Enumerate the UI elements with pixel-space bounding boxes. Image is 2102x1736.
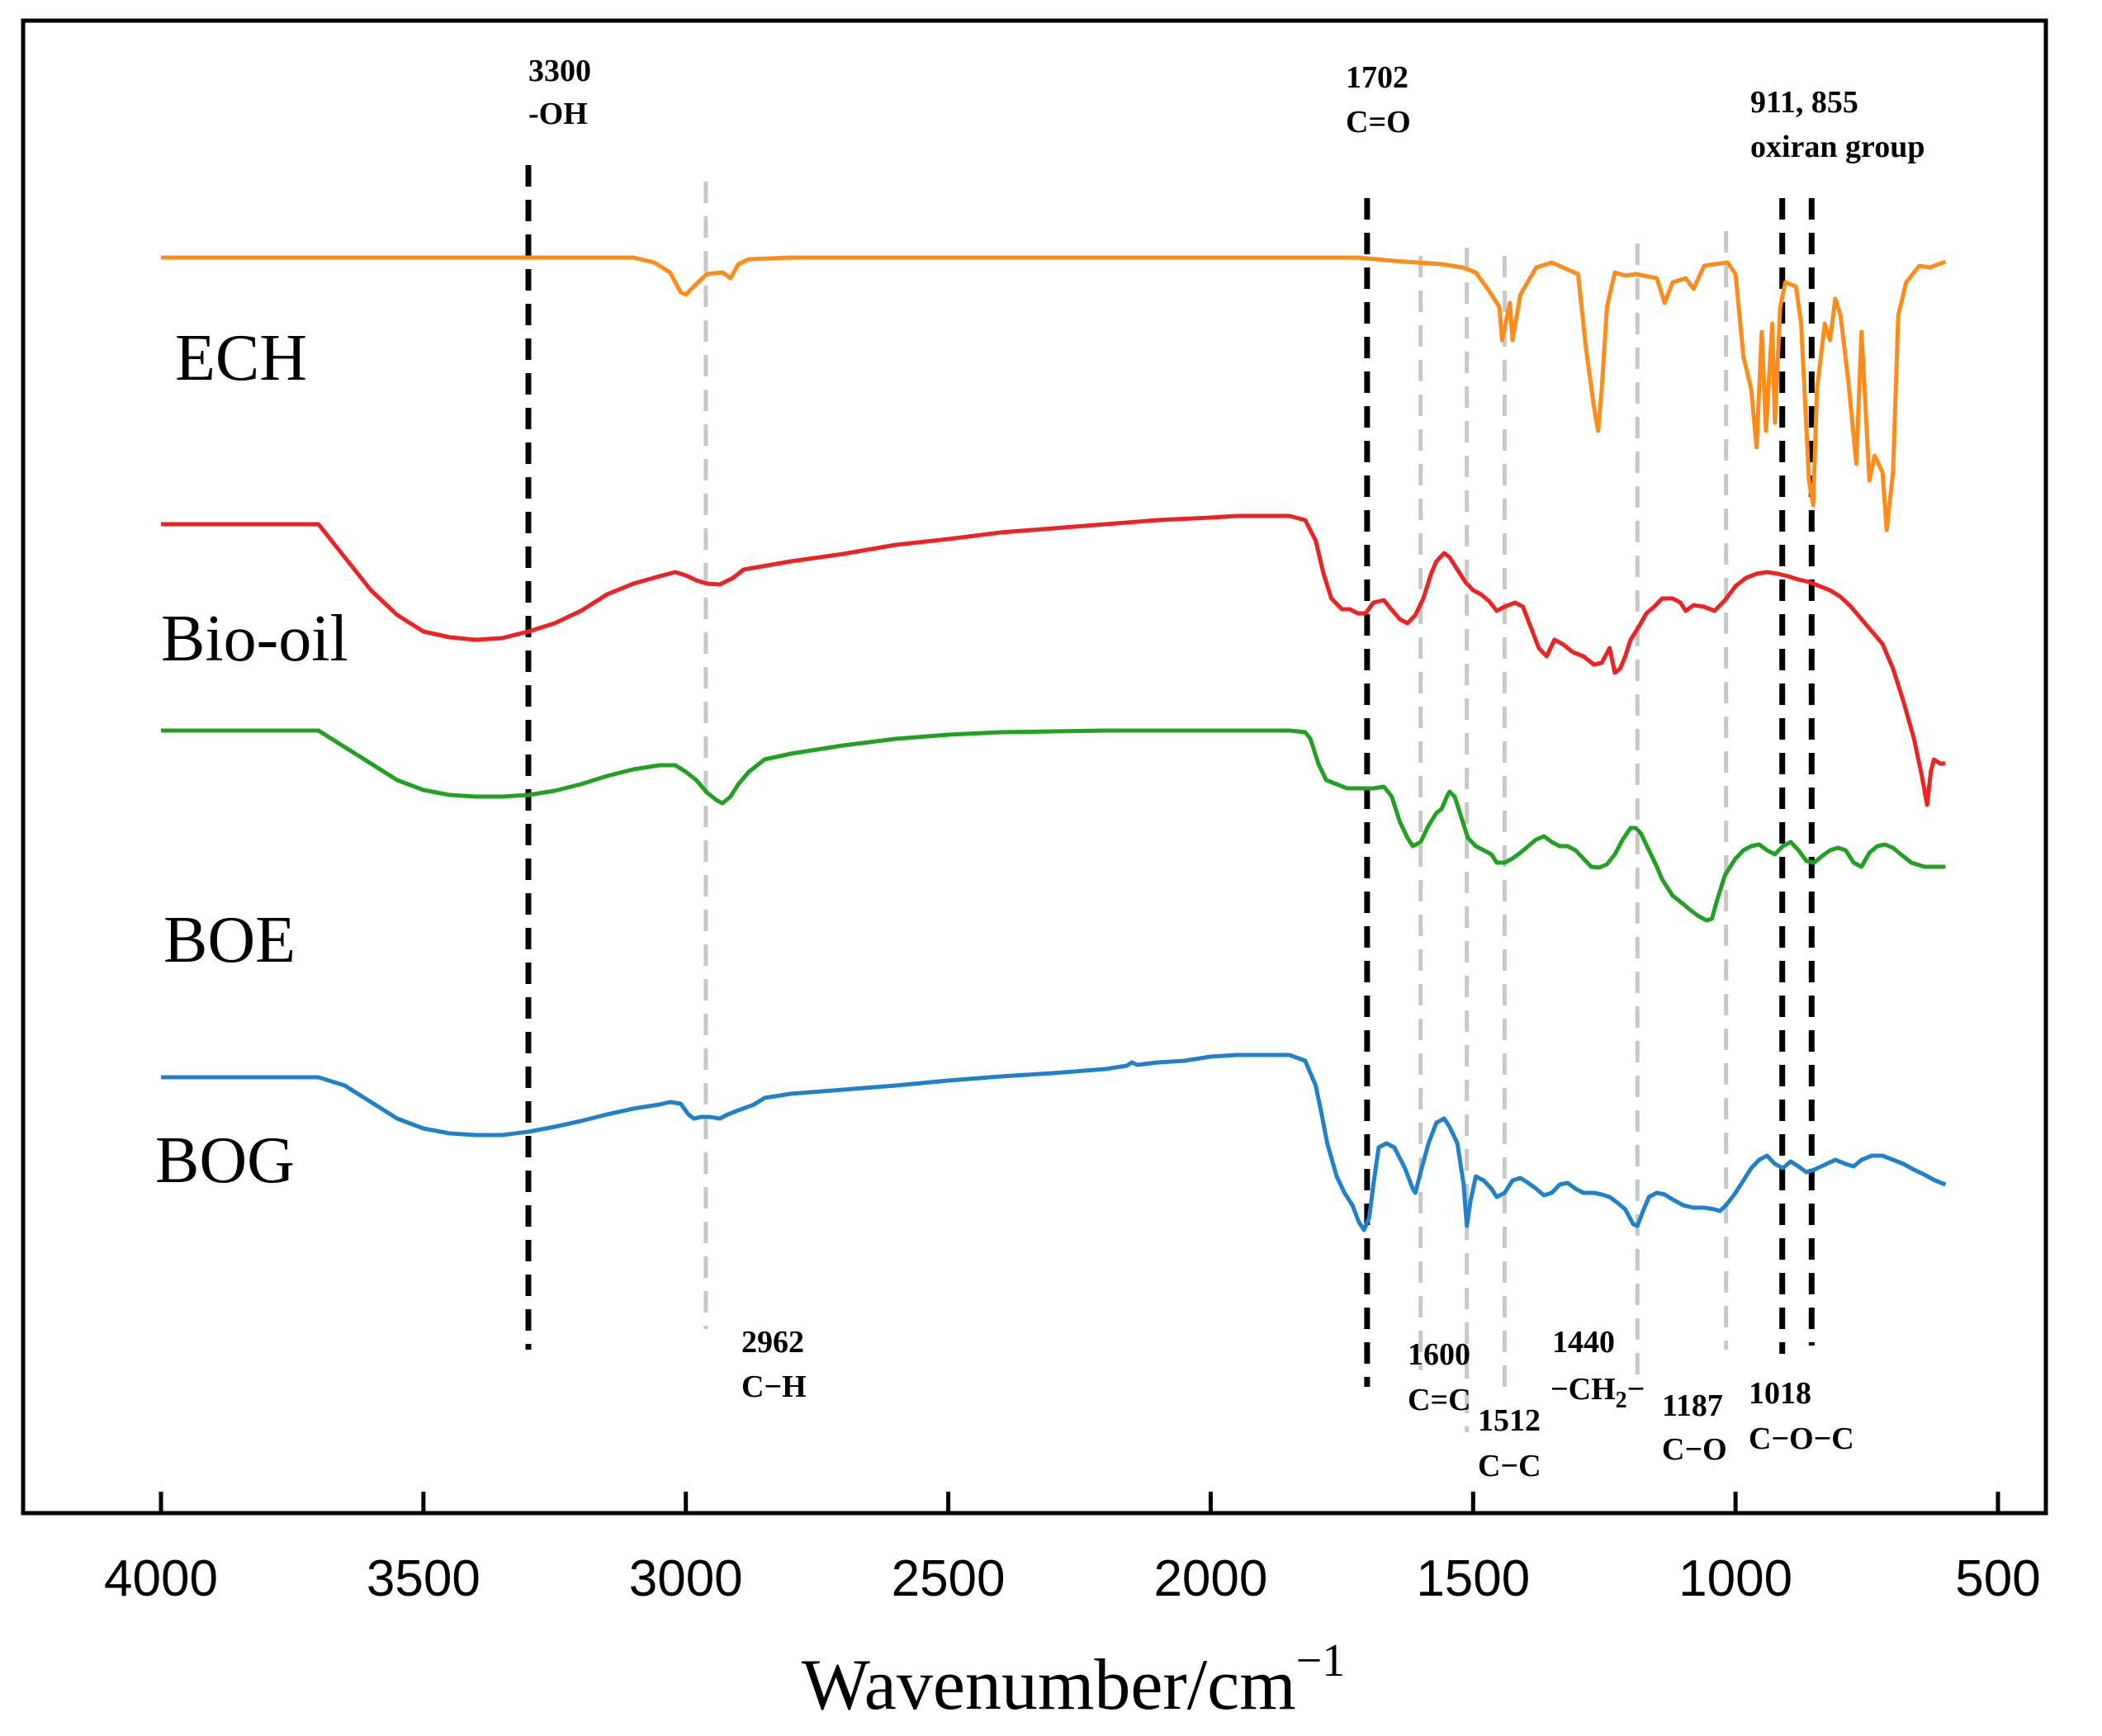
annotation-1018-value: 1018	[1749, 1376, 1811, 1411]
series-label-bog: BOG	[155, 1124, 295, 1197]
annotations: 3300 -OH 2962 C−H 1702 C=O 1600 C=C 1512…	[528, 54, 1925, 1483]
x-tick-label-4000: 4000	[104, 1550, 218, 1607]
annotation-1018-label: C−O−C	[1749, 1421, 1854, 1456]
series-lines	[161, 255, 1947, 1232]
annotation-2962-label: C−H	[741, 1369, 807, 1404]
series-line-boe	[161, 728, 1946, 923]
reference-lines	[525, 165, 1815, 1432]
series-label-boe: BOE	[163, 904, 296, 977]
x-tick-label-1500: 1500	[1416, 1550, 1530, 1607]
annotation-1440-main: −CH	[1550, 1372, 1616, 1407]
annotation-1187-value: 1187	[1662, 1388, 1723, 1423]
x-axis-title-sup: −1	[1296, 1635, 1346, 1686]
annotation-1440-suffix: −	[1627, 1372, 1645, 1407]
x-tick-label-2500: 2500	[892, 1550, 1006, 1607]
annotation-2962-value: 2962	[741, 1325, 804, 1360]
x-tick-label-500: 500	[1955, 1550, 2040, 1607]
x-axis-title-text: Wavenumber/cm	[802, 1645, 1296, 1725]
x-axis-title: Wavenumber/cm−1	[802, 1635, 1346, 1725]
annotation-1440-label: −CH2−	[1550, 1372, 1645, 1413]
annotation-911-value: 911, 855	[1750, 85, 1858, 120]
x-tick-label-2000: 2000	[1153, 1550, 1267, 1607]
x-tick-label-3500: 3500	[367, 1550, 481, 1607]
x-axis-ticks: 4000 3500 3000 2500 2000 1500 1000 500	[104, 1492, 2041, 1607]
series-line-bog	[161, 1052, 1947, 1232]
annotation-911-label: oxiran group	[1750, 130, 1925, 164]
plot-frame	[21, 18, 2048, 1516]
series-labels: ECH Bio-oil BOE BOG	[155, 322, 348, 1197]
annotation-1440-value: 1440	[1552, 1325, 1615, 1360]
annotation-3300-label: -OH	[528, 97, 588, 131]
x-tick-label-3000: 3000	[629, 1550, 743, 1607]
series-line-bio-oil	[161, 513, 1946, 807]
annotation-3300-value: 3300	[528, 54, 591, 88]
series-label-bio-oil: Bio-oil	[161, 603, 348, 675]
x-tick-label-1000: 1000	[1678, 1550, 1792, 1607]
annotation-1187-label: C−O	[1662, 1432, 1727, 1467]
series-line-ech	[161, 255, 1947, 532]
annotation-1600-value: 1600	[1408, 1337, 1470, 1372]
annotation-1702-label: C=O	[1346, 105, 1411, 140]
annotation-1512-value: 1512	[1478, 1403, 1541, 1438]
series-label-ech: ECH	[175, 322, 307, 395]
annotation-1440-sub: 2	[1616, 1388, 1627, 1413]
annotation-1512-label: C−C	[1478, 1449, 1541, 1483]
annotation-1702-value: 1702	[1346, 60, 1408, 95]
annotation-1600-label: C=C	[1408, 1383, 1471, 1417]
